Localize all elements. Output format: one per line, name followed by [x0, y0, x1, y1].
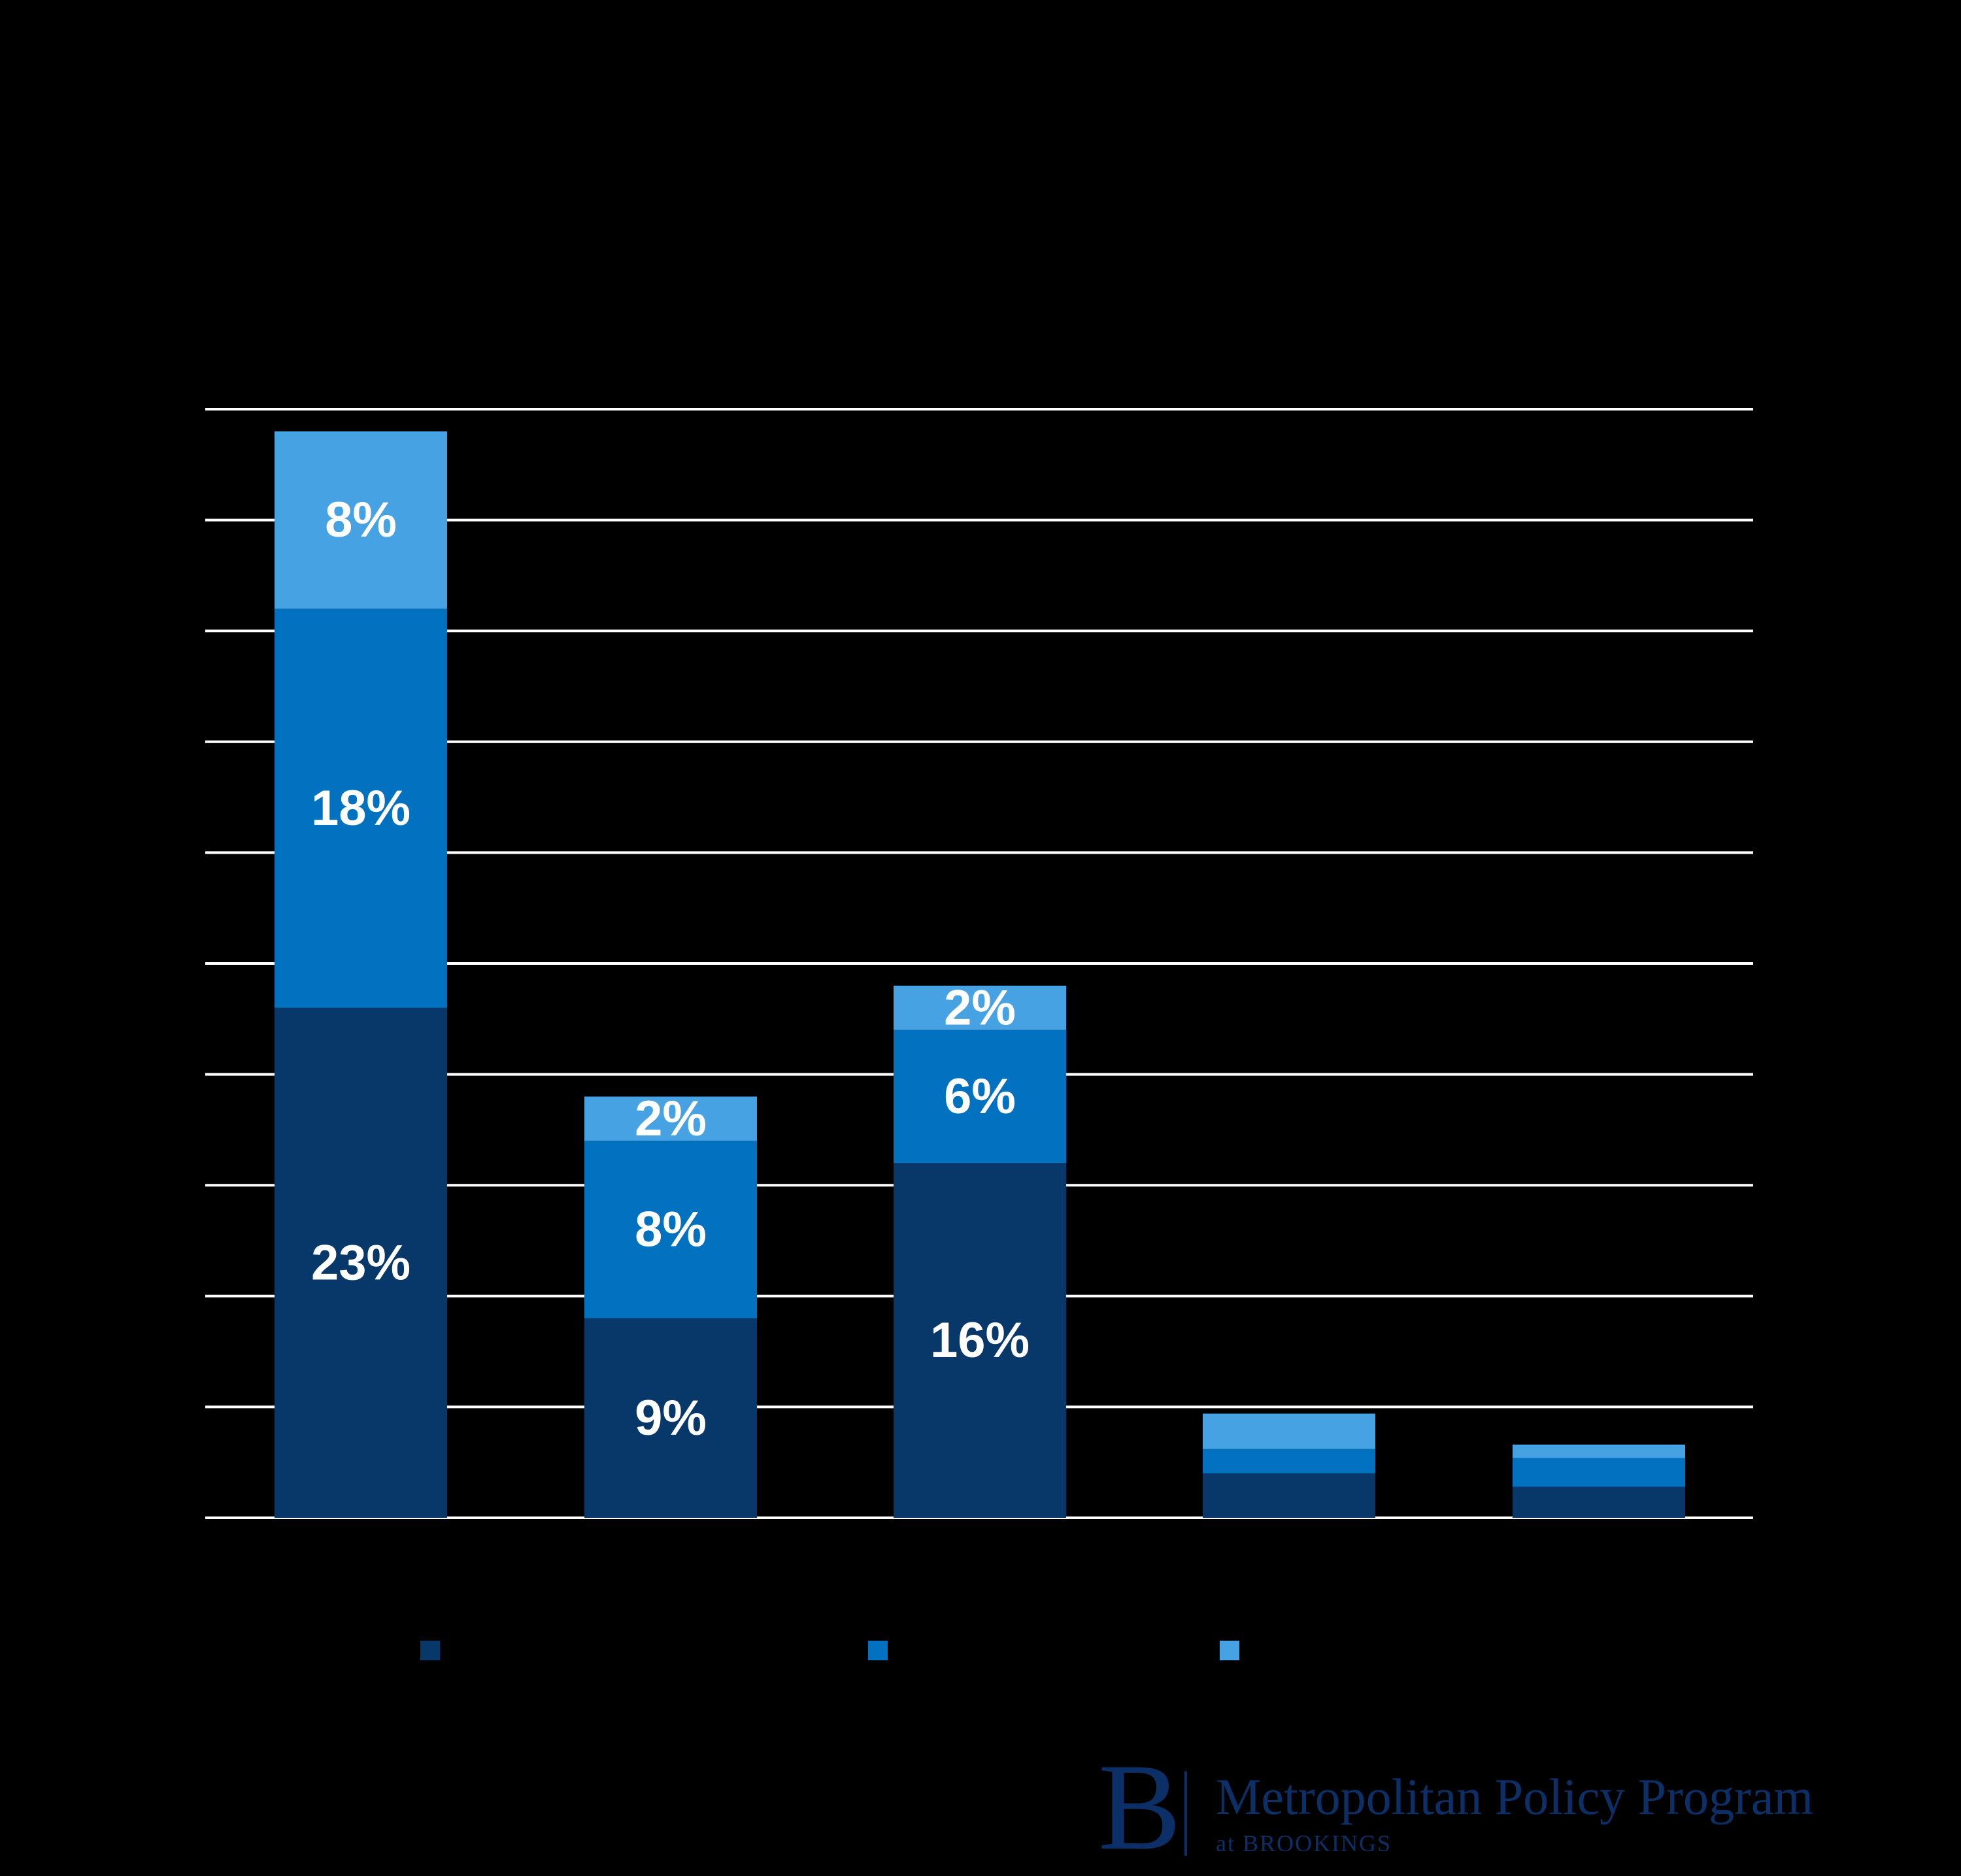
bar-segment-1-3	[275, 431, 447, 609]
legend	[420, 1641, 1239, 1660]
bar-segment-1-1	[275, 1007, 447, 1518]
bar-segment-2-1	[584, 1318, 757, 1518]
bar-segment-4-3	[1203, 1413, 1375, 1449]
legend-swatch-1	[420, 1641, 440, 1660]
data-label-2-1: 9%	[635, 1390, 707, 1446]
data-label-3-3: 2%	[944, 980, 1016, 1035]
data-label-1-1: 23%	[311, 1235, 411, 1290]
data-labels: 23% 18% 8% 9% 8% 2% 16% 6% 2%	[311, 492, 1030, 1446]
bar-segment-4-1	[1203, 1473, 1375, 1518]
bars	[275, 431, 1685, 1518]
logo-divider	[1184, 1771, 1187, 1856]
logo-name: Metropolitan Policy Program	[1216, 1768, 1814, 1825]
bar-segment-5-3	[1513, 1445, 1685, 1458]
data-label-2-2: 8%	[635, 1202, 707, 1258]
data-label-3-2: 6%	[944, 1069, 1016, 1124]
bar-segment-3-1	[894, 1163, 1066, 1518]
bar-segment-4-2	[1203, 1449, 1375, 1474]
data-label-3-1: 16%	[930, 1313, 1030, 1368]
bar-segment-1-2	[275, 609, 447, 1008]
legend-swatch-2	[868, 1641, 888, 1660]
logo-subtitle: at BROOKINGS	[1216, 1830, 1392, 1856]
data-label-2-3: 2%	[635, 1091, 707, 1147]
bar-segment-3-3	[894, 985, 1066, 1030]
data-label-1-3: 8%	[325, 492, 397, 548]
bar-segment-2-2	[584, 1141, 757, 1318]
data-label-1-2: 18%	[311, 780, 411, 836]
logo-mark: B	[1098, 1739, 1181, 1876]
legend-swatch-3	[1220, 1641, 1239, 1660]
bar-segment-3-2	[894, 1030, 1066, 1164]
bar-segment-5-2	[1513, 1458, 1685, 1487]
brookings-logo: B Metropolitan Policy Program at BROOKIN…	[1085, 1745, 1961, 1869]
bar-segment-2-3	[584, 1096, 757, 1141]
bar-segment-5-1	[1513, 1486, 1685, 1518]
